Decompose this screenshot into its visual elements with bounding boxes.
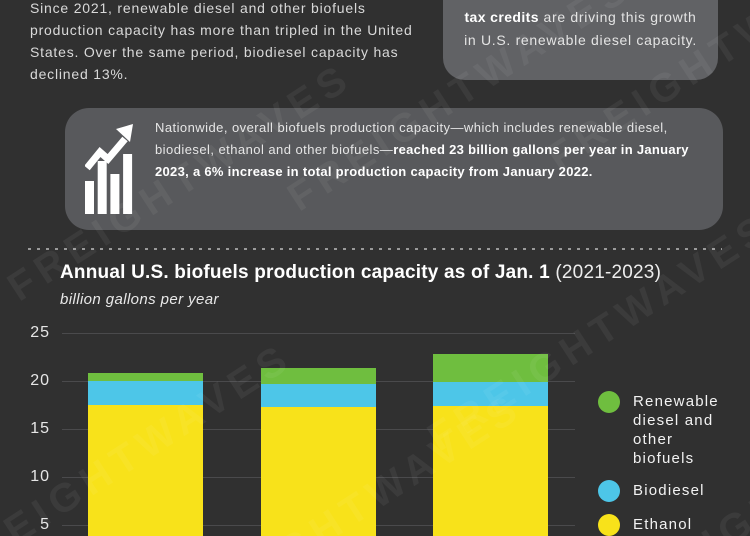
legend-item: Renewable diesel and other biofuels [598,391,738,468]
bar-segment-2023-biodiesel [433,382,548,406]
chart-title-years: (2021-2023) [549,262,662,283]
legend-item: Biodiesel [598,480,738,502]
legend-swatch-icon [598,480,620,502]
legend-label: Ethanol [633,516,693,533]
y-gridline [62,333,575,334]
y-tick-label: 15 [30,420,50,437]
bar-segment-2022-biodiesel [261,383,376,407]
banner-text-bold: reached 23 billion gallons per year in J… [155,142,689,179]
legend-label: Biodiesel [633,482,705,499]
y-tick-label: 25 [30,324,50,341]
bar-segment-2022-ethanol [261,406,376,536]
legend-swatch-icon [598,391,620,413]
bar-segment-2023-renewable-diesel-and-other-biofuels [433,354,548,382]
banner-text-regular: Nationwide, overall biofuels production … [155,120,668,157]
banner-text: Nationwide, overall biofuels production … [155,117,720,183]
chart-title-main: Annual U.S. biofuels production capacity… [60,262,550,283]
chart-legend: Renewable diesel and other biofuels Biodi… [598,391,738,536]
callout-text: tax credits are driving this growth in U… [443,0,718,52]
callout-rest-text: are driving this growth in U.S. renewabl… [464,9,697,48]
intro-paragraph: Since 2021, renewable diesel and other b… [30,0,413,82]
legend-swatch-icon [598,514,620,536]
y-tick-label: 20 [30,372,50,389]
bar-segment-2022-renewable-diesel-and-other-biofuels [261,367,376,384]
y-tick-label: 10 [30,468,50,485]
bar-segment-2021-ethanol [88,405,203,536]
y-tick-label: 5 [40,516,50,533]
trending-bar-chart-icon [85,124,133,214]
legend-item: Ethanol [598,514,738,536]
chart-title: Annual U.S. biofuels production capacity… [60,262,661,284]
chart-subtitle: billion gallons per year [60,291,219,308]
bar-segment-2021-renewable-diesel-and-other-biofuels [88,373,203,381]
stat-banner: Nationwide, overall biofuels production … [65,108,723,230]
callout-bold-text: tax credits [464,9,539,25]
bar-segment-2023-ethanol [433,406,548,536]
bar-segment-2021-biodiesel [88,381,203,405]
callout-box: tax credits are driving this growth in U… [443,0,718,80]
legend-label: Renewable diesel and other biofuels [633,393,719,467]
dashed-divider [28,248,722,250]
